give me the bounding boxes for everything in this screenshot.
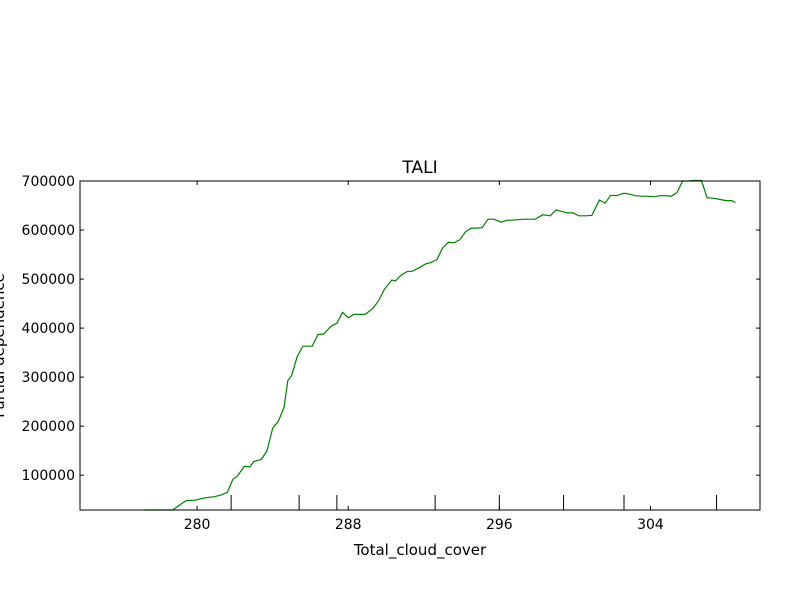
chart-title: TALI	[401, 158, 437, 178]
y-tick-label-1: 200000	[22, 419, 75, 435]
x-tick-label-3: 304	[637, 517, 664, 533]
y-tick-label-4: 500000	[22, 272, 75, 288]
y-axis-label: Partial dependence	[0, 273, 8, 418]
y-tick-label-3: 400000	[22, 321, 75, 337]
plot-area: 280 288 296 304 100000 200000 300000 400000 5000…	[22, 174, 761, 533]
x-tick-label-2: 296	[486, 517, 513, 533]
x-tick-label-0: 280	[184, 517, 211, 533]
y-tick-label-5: 600000	[22, 223, 75, 239]
series-line-0	[144, 179, 736, 511]
y-tick-label-6: 700000	[22, 174, 75, 190]
x-axis-label: Total_cloud_cover	[353, 541, 487, 560]
plot-frame	[79, 180, 761, 511]
y-tick-label-2: 300000	[22, 370, 75, 386]
y-tick-label-0: 100000	[22, 468, 75, 484]
x-tick-label-1: 288	[335, 517, 362, 533]
